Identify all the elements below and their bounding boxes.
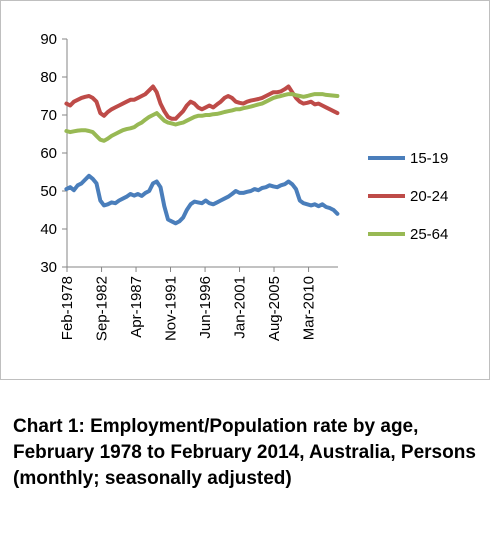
x-tick-label: Aug-2005: [266, 276, 283, 341]
series-lines: [64, 84, 340, 226]
x-ticks: Feb-1978 Sep-1982 Apr-1987 Nov-1991 Jun-1996…: [59, 267, 318, 341]
y-ticks: 30 40 50 60 70 80 90: [40, 31, 67, 276]
chart-frame: 30 40 50 60 70 80 90 Feb-1978 Sep-1982 Apr-1987 N…: [0, 0, 490, 380]
y-tick-label: 70: [40, 107, 57, 124]
x-tick-label: Apr-1987: [128, 276, 145, 338]
y-tick-label: 80: [40, 69, 57, 86]
chart-caption: Chart 1: Employment/Population rate by a…: [13, 416, 476, 489]
y-tick-label: 40: [40, 221, 57, 238]
axes: [66, 39, 338, 268]
series-line-15-19: [64, 173, 340, 226]
x-tick-label: Feb-1978: [59, 276, 76, 340]
x-tick-label: Sep-1982: [94, 276, 111, 341]
y-tick-label: 50: [40, 183, 57, 200]
legend-label: 15-19: [410, 150, 448, 167]
x-tick-label: Nov-1991: [163, 276, 180, 341]
legend-label: 20-24: [410, 188, 448, 205]
series-line-25-64: [64, 92, 340, 143]
y-tick-label: 30: [40, 259, 57, 276]
x-tick-label: Jan-2001: [232, 276, 249, 339]
line-chart: 30 40 50 60 70 80 90 Feb-1978 Sep-1982 Apr-1987 N…: [40, 31, 448, 341]
x-tick-label: Mar-2010: [301, 276, 318, 340]
legend-label: 25-64: [410, 226, 448, 243]
x-tick-label: Jun-1996: [197, 276, 214, 339]
legend: 15-19 20-24 25-64: [368, 150, 448, 243]
y-tick-label: 60: [40, 145, 57, 162]
y-tick-label: 90: [40, 31, 57, 48]
